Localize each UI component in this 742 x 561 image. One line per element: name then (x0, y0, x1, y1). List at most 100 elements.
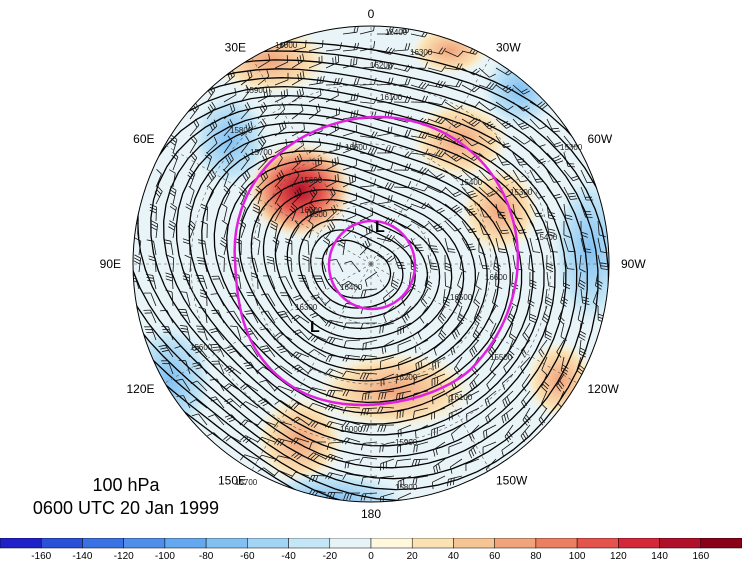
wind-barb-feather (223, 383, 230, 389)
wind-barb-feather (171, 154, 178, 161)
wind-barb-shaft (217, 293, 225, 307)
wind-barb-feather (382, 325, 384, 333)
wind-barb-feather (310, 294, 318, 298)
wind-barb-shaft (427, 67, 442, 72)
wind-barb-shaft (265, 379, 276, 392)
wind-barb-feather (356, 92, 359, 100)
wind-barb-shaft (213, 432, 225, 443)
wind-barb-feather (134, 237, 141, 242)
wind-barb-feather (212, 346, 220, 348)
wind-barb-shaft (427, 186, 441, 194)
wind-barb-feather (350, 110, 353, 118)
wind-barb-feather (452, 191, 460, 195)
wind-barb-shaft (495, 67, 509, 76)
wind-barb-feather (301, 138, 304, 146)
wind-barb-feather (379, 496, 381, 502)
wind-barb-feather (182, 241, 190, 245)
wind-barb-feather (274, 470, 280, 476)
wind-barb-feather (239, 222, 245, 229)
longitude-label: 150W (496, 474, 528, 488)
wind-barb-feather (488, 317, 494, 324)
wind-barb-shaft (376, 186, 391, 190)
meridian-line (164, 263, 372, 384)
wind-barb-feather (256, 185, 263, 191)
wind-barb-shaft (274, 43, 288, 52)
wind-barb-feather (430, 248, 438, 250)
wind-barb-feather (189, 220, 196, 226)
wind-barb-feather (404, 78, 408, 85)
wind-barb-feather (254, 220, 261, 225)
wind-barb-feather (291, 314, 298, 320)
wind-barb-shaft (376, 237, 391, 242)
wind-barb-shaft (278, 385, 293, 392)
wind-barb-feather (195, 118, 200, 126)
wind-barb-shaft (223, 173, 229, 188)
wind-barb-feather (522, 348, 527, 355)
wind-barb-shaft (442, 288, 446, 303)
wind-barb-feather (209, 123, 214, 131)
wind-barb-feather (208, 186, 214, 192)
wind-barb-feather (259, 379, 267, 383)
wind-barb-shaft (444, 152, 457, 162)
wind-barb-shaft (444, 67, 459, 71)
wind-barb-feather (283, 90, 286, 98)
wind-barb-feather (260, 328, 268, 331)
wind-barb-shaft (196, 380, 208, 392)
wind-barb-feather (366, 238, 371, 246)
wind-barb-feather (347, 460, 350, 468)
wind-barb-shaft (228, 383, 242, 392)
wind-barb-shaft (188, 274, 191, 290)
wind-barb-shaft (216, 378, 225, 392)
wind-barb-feather (256, 454, 262, 461)
wind-barb-feather (281, 102, 286, 110)
wind-barb-shaft (512, 152, 521, 166)
wind-barb-feather (337, 173, 339, 181)
height-contour (238, 169, 477, 371)
wind-barb-feather (391, 282, 399, 287)
wind-barb-shaft (359, 66, 375, 69)
wind-barb-feather (240, 419, 246, 426)
wind-barb-feather (210, 398, 218, 402)
wind-barb-feather (443, 296, 451, 301)
wind-barb-feather (501, 161, 509, 163)
wind-barb-shaft (223, 207, 228, 222)
wind-barb-shaft (223, 141, 233, 154)
wind-barb-feather (437, 228, 445, 232)
wind-barb-feather (541, 403, 547, 409)
meridian-line (251, 263, 372, 471)
wind-barb-shaft (171, 274, 174, 290)
wind-barb-shaft (433, 339, 446, 350)
wind-barb-feather (582, 302, 590, 305)
wind-barb-shaft (325, 163, 339, 171)
wind-barb-feather (257, 366, 264, 372)
wind-barb-feather (285, 138, 288, 146)
height-contour (310, 229, 404, 309)
wind-barb-feather (377, 425, 381, 433)
wind-barb-shaft (397, 458, 412, 462)
wind-barb-shaft (237, 258, 242, 273)
wind-barb-shaft (478, 135, 491, 145)
wind-barb-feather (373, 164, 378, 172)
height-contour (150, 103, 556, 447)
wind-barb-feather (198, 242, 206, 245)
wind-barb-feather (195, 367, 203, 370)
wind-barb-feather (280, 350, 288, 354)
wind-barb-feather (457, 51, 463, 57)
wind-barb-feather (207, 106, 213, 113)
wind-barb-shaft (359, 214, 373, 222)
wind-barb-feather (470, 449, 475, 457)
wind-barb-feather (472, 335, 479, 341)
wind-barb-feather (438, 463, 441, 471)
wind-barb-shaft (529, 118, 540, 130)
wind-barb-shaft (488, 339, 497, 353)
wind-barb-feather (360, 424, 364, 432)
wind-barb-shaft (308, 192, 318, 205)
wind-barb-feather (209, 104, 214, 111)
wind-barb-shaft (503, 356, 514, 368)
wind-barb-feather (440, 312, 447, 319)
wind-barb-feather (548, 228, 555, 231)
wind-barb-feather (453, 368, 459, 375)
wind-barb-shaft (325, 148, 340, 154)
wind-barb-shaft (257, 94, 271, 103)
wind-barb-shaft (312, 387, 327, 392)
